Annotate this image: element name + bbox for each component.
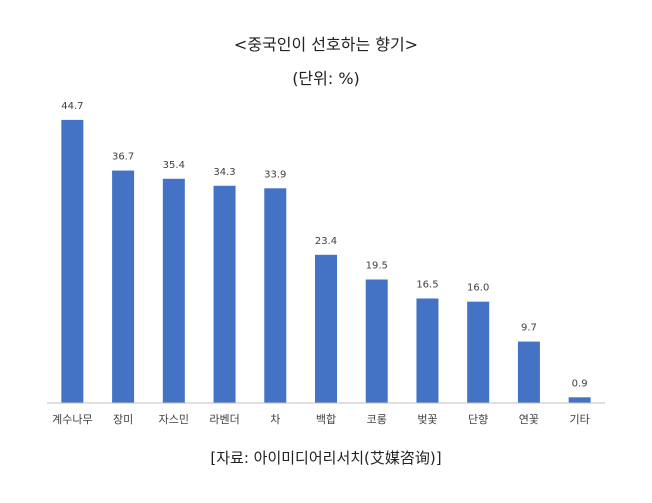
bar-9	[467, 301, 490, 403]
bar-5	[264, 188, 287, 403]
data-label-11: 0.9	[572, 378, 588, 389]
x-tick-label-1: 계수나무	[52, 413, 92, 426]
x-tick-label-11: 기타	[570, 413, 590, 426]
bar-series	[61, 119, 591, 404]
x-tick-label-9: 단향	[468, 413, 488, 426]
data-label-6: 23.4	[315, 236, 337, 247]
bar-4	[213, 185, 236, 403]
bar-7	[365, 279, 388, 403]
x-tick-label-4: 라벤더	[209, 413, 239, 426]
chart-title: <중국인이 선호하는 향기>	[234, 35, 418, 54]
bar-6	[315, 254, 337, 403]
data-label-7: 19.5	[366, 261, 388, 272]
x-tick-labels: 계수나무 장미 자스민 라벤더 차 백합 코롱 벚꽃 단향 연꽃 기타	[52, 413, 590, 426]
x-tick-label-5: 차	[270, 413, 280, 426]
x-tick-label-6: 백합	[316, 413, 336, 426]
bar-10	[517, 341, 540, 403]
x-tick-label-10: 연꽃	[519, 413, 539, 426]
data-label-2: 36.7	[112, 152, 134, 163]
data-label-8: 16.5	[416, 280, 438, 291]
x-tick-label-8: 벚꽃	[417, 413, 437, 426]
x-tick-label-2: 장미	[113, 413, 133, 426]
bar-11	[568, 397, 591, 403]
data-label-3: 35.4	[163, 160, 185, 171]
data-label-4: 34.3	[213, 167, 235, 178]
data-label-5: 33.9	[264, 169, 286, 180]
source-note: [자료: 아이미디어리서치(艾媒咨询)]	[210, 449, 441, 467]
data-label-9: 16.0	[467, 283, 489, 294]
bar-1	[61, 119, 84, 404]
x-tick-label-3: 자스민	[159, 413, 189, 426]
data-label-10: 9.7	[521, 323, 537, 334]
x-tick-label-7: 코롱	[367, 413, 387, 426]
bar-2	[112, 170, 135, 403]
bar-3	[162, 178, 185, 403]
data-label-1: 44.7	[61, 101, 83, 112]
data-labels: 44.7 36.7 35.4 34.3 33.9 23.4 19.5 16.5 16.0 9.7 0…	[61, 101, 587, 389]
bar-8	[416, 298, 439, 403]
chart-subtitle: (단위: %)	[292, 69, 360, 88]
